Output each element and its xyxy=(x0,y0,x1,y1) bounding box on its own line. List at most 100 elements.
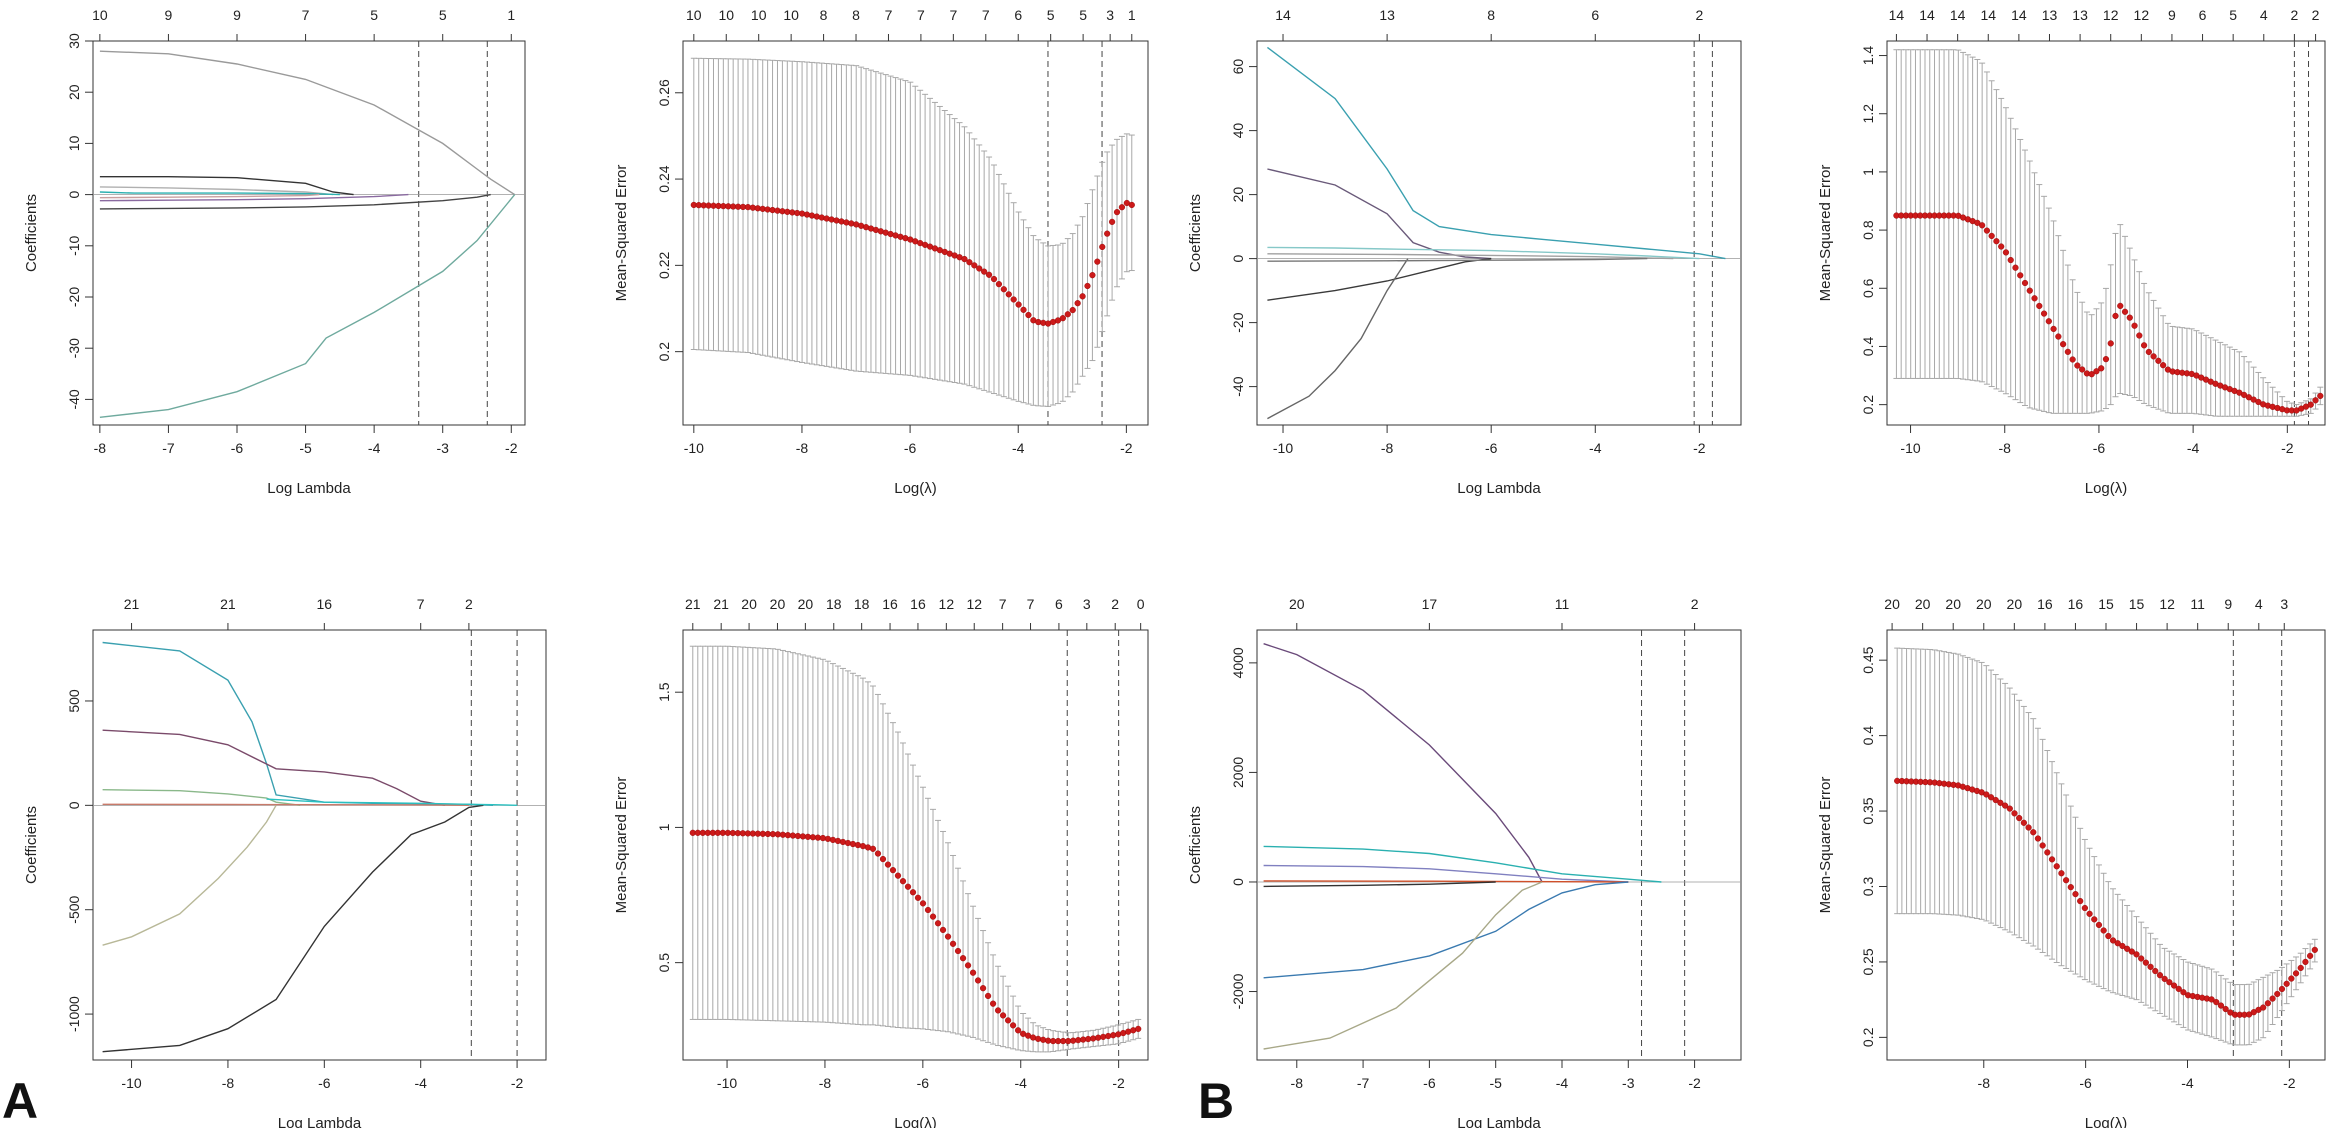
cv-mean-point xyxy=(2036,302,2043,310)
cv-mean-point xyxy=(884,861,892,868)
cv-mean-point xyxy=(2077,897,2084,905)
x-tick-label: -2 xyxy=(1688,1075,1701,1091)
cv-mean-point xyxy=(869,845,877,852)
top-tick-label: 3 xyxy=(1106,7,1114,23)
cv-mean-point xyxy=(981,268,988,275)
plot-frame xyxy=(1256,40,1742,426)
cv-mean-point xyxy=(2002,802,2009,809)
top-tick-label: 5 xyxy=(439,7,447,23)
top-tick-label: 10 xyxy=(92,7,108,23)
cv-mean-point xyxy=(2095,921,2103,929)
cv-mean-point xyxy=(919,900,927,907)
cv-mean-point xyxy=(1987,794,1995,801)
coefficient-path xyxy=(99,194,516,418)
y-tick-label: 0.2 xyxy=(1860,1027,1876,1047)
top-tick-label: 2 xyxy=(2290,7,2298,23)
x-tick-label: -8 xyxy=(1291,1075,1304,1091)
cv-mean-point xyxy=(2063,877,2070,884)
cv-mean-point xyxy=(2142,959,2149,966)
cv-mean-point xyxy=(2208,996,2215,1003)
cv-mean-point xyxy=(2170,982,2178,989)
cv-mean-point xyxy=(2136,332,2143,339)
top-tick-label: 21 xyxy=(713,596,729,612)
cv-mean-point xyxy=(1069,306,1076,314)
cv-mean-point xyxy=(1079,293,1086,300)
x-axis-title: Log(λ) xyxy=(2085,1115,2128,1128)
cv-mean-point xyxy=(2311,946,2318,953)
y-tick-label: 0.4 xyxy=(1860,726,1876,746)
top-tick-label: 17 xyxy=(1422,596,1438,612)
cv-mean-point xyxy=(2217,1002,2225,1009)
cv-mean-point xyxy=(849,840,857,848)
cv-mean-point xyxy=(939,926,947,934)
x-tick-label: -8 xyxy=(1999,440,2012,456)
cv-mean-point xyxy=(2064,348,2071,355)
cv-mean-point xyxy=(2307,401,2314,408)
cv-mean-point xyxy=(1089,272,1096,279)
cv-mean-point xyxy=(2058,870,2065,877)
cv-mean-point xyxy=(1064,311,1071,318)
top-tick-label: 16 xyxy=(2068,596,2084,612)
y-tick-label: 20 xyxy=(1230,187,1246,203)
top-tick-label: 1 xyxy=(1128,7,1136,23)
y-tick-label: 500 xyxy=(66,689,82,713)
cv-mean-point xyxy=(2126,314,2133,321)
cv-mean-point xyxy=(1009,1022,1017,1029)
cv-mean-point xyxy=(1014,1027,1022,1034)
cv-mean-point xyxy=(2150,353,2157,360)
top-tick-label: 9 xyxy=(2168,7,2176,23)
cv-mean-point xyxy=(1094,258,1101,265)
top-tick-label: 7 xyxy=(982,7,990,23)
cv-mean-point xyxy=(1104,230,1111,237)
top-tick-label: 16 xyxy=(910,596,926,612)
x-tick-label: -2 xyxy=(505,440,518,456)
coefficient-path xyxy=(1263,845,1662,883)
y-tick-label: 1 xyxy=(1860,168,1876,176)
cv-mean-point xyxy=(1128,201,1135,209)
cv-mean-point xyxy=(834,837,842,845)
x-tick-label: -4 xyxy=(2187,440,2200,456)
cv-mean-point xyxy=(990,275,998,283)
cv-mean-point xyxy=(971,262,978,269)
y-tick-label: 2000 xyxy=(1230,757,1246,788)
cv-mean-point xyxy=(934,920,942,927)
panel-label-b: B xyxy=(1198,1073,1235,1129)
cv-mean-point xyxy=(2269,995,2276,1002)
y-tick-label: -10 xyxy=(66,235,82,255)
y-tick-label: 0.3 xyxy=(1860,877,1876,897)
top-tick-label: 5 xyxy=(2229,7,2237,23)
x-tick-label: -10 xyxy=(121,1075,141,1091)
x-tick-label: -2 xyxy=(1120,440,1133,456)
top-tick-label: 11 xyxy=(2190,596,2205,612)
cv-mean-point xyxy=(984,992,992,1000)
y-tick-label: 0.45 xyxy=(1860,646,1876,673)
top-tick-label: 7 xyxy=(302,7,310,23)
cv-mean-point xyxy=(1113,209,1121,216)
cv-mean-point xyxy=(2102,356,2110,363)
top-tick-label: 18 xyxy=(826,596,842,612)
x-axis-title: Log Lambda xyxy=(1457,1115,1541,1128)
cv-mean-point xyxy=(1000,286,1007,293)
coefficient-path xyxy=(102,729,445,806)
top-tick-label: 20 xyxy=(1884,596,1900,612)
y-tick-label: -30 xyxy=(66,338,82,358)
top-tick-label: 4 xyxy=(2255,596,2263,612)
top-tick-label: 14 xyxy=(1275,7,1291,23)
cv-mean-point xyxy=(2025,824,2032,831)
cv-mean-point xyxy=(1005,291,1012,298)
cv-mean-point xyxy=(2175,985,2182,992)
y-axis-title: Mean-Squared Error xyxy=(613,777,630,914)
panel-label-a: A xyxy=(2,1073,39,1129)
cv-mean-point xyxy=(2147,963,2154,970)
top-tick-label: 20 xyxy=(1289,596,1305,612)
cv-mean-point xyxy=(2297,964,2304,972)
y-tick-label: 60 xyxy=(1230,59,1246,75)
x-axis-title: Log(λ) xyxy=(894,480,937,497)
coefficient-path xyxy=(1263,880,1629,883)
x-tick-label: -2 xyxy=(1112,1075,1125,1091)
cv-mean-point xyxy=(2039,842,2046,849)
y-tick-label: 1.4 xyxy=(1860,46,1876,66)
cv-mean-point xyxy=(979,985,987,992)
cv-mean-point xyxy=(2012,264,2019,271)
cv-mean-point xyxy=(2124,945,2131,952)
